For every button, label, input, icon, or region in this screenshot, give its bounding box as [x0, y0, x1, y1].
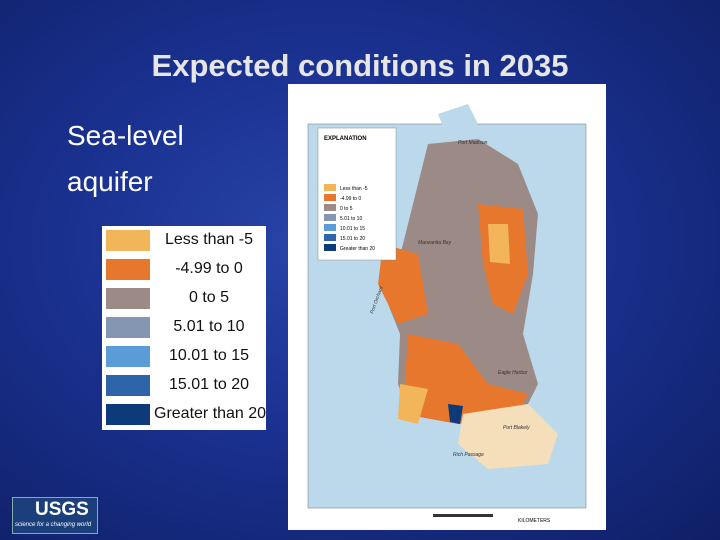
place-label: Manzanita Bay — [418, 240, 452, 246]
map-legend-swatch — [324, 184, 336, 191]
map-legend-label: 15.01 to 20 — [340, 236, 365, 242]
map-legend-swatch — [324, 214, 336, 221]
logo-name: USGS — [35, 499, 89, 520]
map: EXPLANATION Less than -5 -4.99 to 0 0 to 5… — [288, 84, 606, 530]
map-legend-swatch — [324, 224, 336, 231]
map-legend-swatch — [324, 244, 336, 251]
legend-row: Greater than 20 — [102, 400, 266, 429]
map-legend-label: 0 to 5 — [340, 206, 353, 212]
logo: USGS science for a changing world — [12, 497, 98, 534]
subtitle: aquifer — [67, 166, 153, 197]
map-legend-label: Greater than 20 — [340, 246, 375, 252]
legend-row: 5.01 to 10 — [102, 313, 266, 342]
legend-swatch — [106, 317, 150, 338]
legend-swatch — [106, 404, 150, 425]
map-legend-label: 5.01 to 10 — [340, 216, 362, 222]
map-legend-swatch — [324, 194, 336, 201]
map-legend-label: Less than -5 — [340, 186, 368, 192]
legend-row: 15.01 to 20 — [102, 371, 266, 400]
legend-label: 5.01 to 10 — [173, 318, 245, 335]
place-label: Rich Passage — [453, 452, 484, 458]
map-legend: Less than -5 -4.99 to 0 0 to 5 5.01 to 10 10… — [324, 184, 375, 252]
legend-swatch — [106, 346, 150, 367]
map-legend-title: EXPLANATION — [324, 136, 367, 142]
legend-row: 10.01 to 15 — [102, 342, 266, 371]
legend-row: 0 to 5 — [102, 284, 266, 313]
scale-label: KILOMETERS — [518, 518, 551, 524]
map-legend-swatch — [324, 204, 336, 211]
logo-tagline: science for a changing world — [15, 522, 92, 528]
map-legend-label: -4.99 to 0 — [340, 196, 361, 202]
legend: Less than -5 -4.99 to 0 0 to 5 5.01 to 10 10… — [102, 226, 266, 430]
map-legend-swatch — [324, 234, 336, 241]
map-legend-label: 10.01 to 15 — [340, 226, 365, 232]
place-label: Port Blakely — [503, 425, 530, 431]
legend-label: 0 to 5 — [188, 289, 230, 306]
subtitle: Sea-level — [67, 120, 184, 151]
legend-swatch — [106, 230, 150, 251]
legend-swatch — [106, 288, 150, 309]
place-label: Port Madison — [458, 140, 488, 146]
legend-label: 10.01 to 15 — [168, 347, 250, 364]
legend-label: Greater than 20 — [154, 405, 267, 422]
title: Expected conditions in 2035 — [151, 48, 569, 83]
legend-row: Less than -5 — [102, 226, 266, 255]
legend-swatch — [106, 375, 150, 396]
place-label: Eagle Harbor — [498, 370, 528, 376]
legend-label: 15.01 to 20 — [168, 376, 250, 393]
legend-label: Less than -5 — [164, 231, 254, 248]
legend-row: -4.99 to 0 — [102, 255, 266, 284]
legend-label: -4.99 to 0 — [175, 260, 243, 277]
legend-swatch — [106, 259, 150, 280]
